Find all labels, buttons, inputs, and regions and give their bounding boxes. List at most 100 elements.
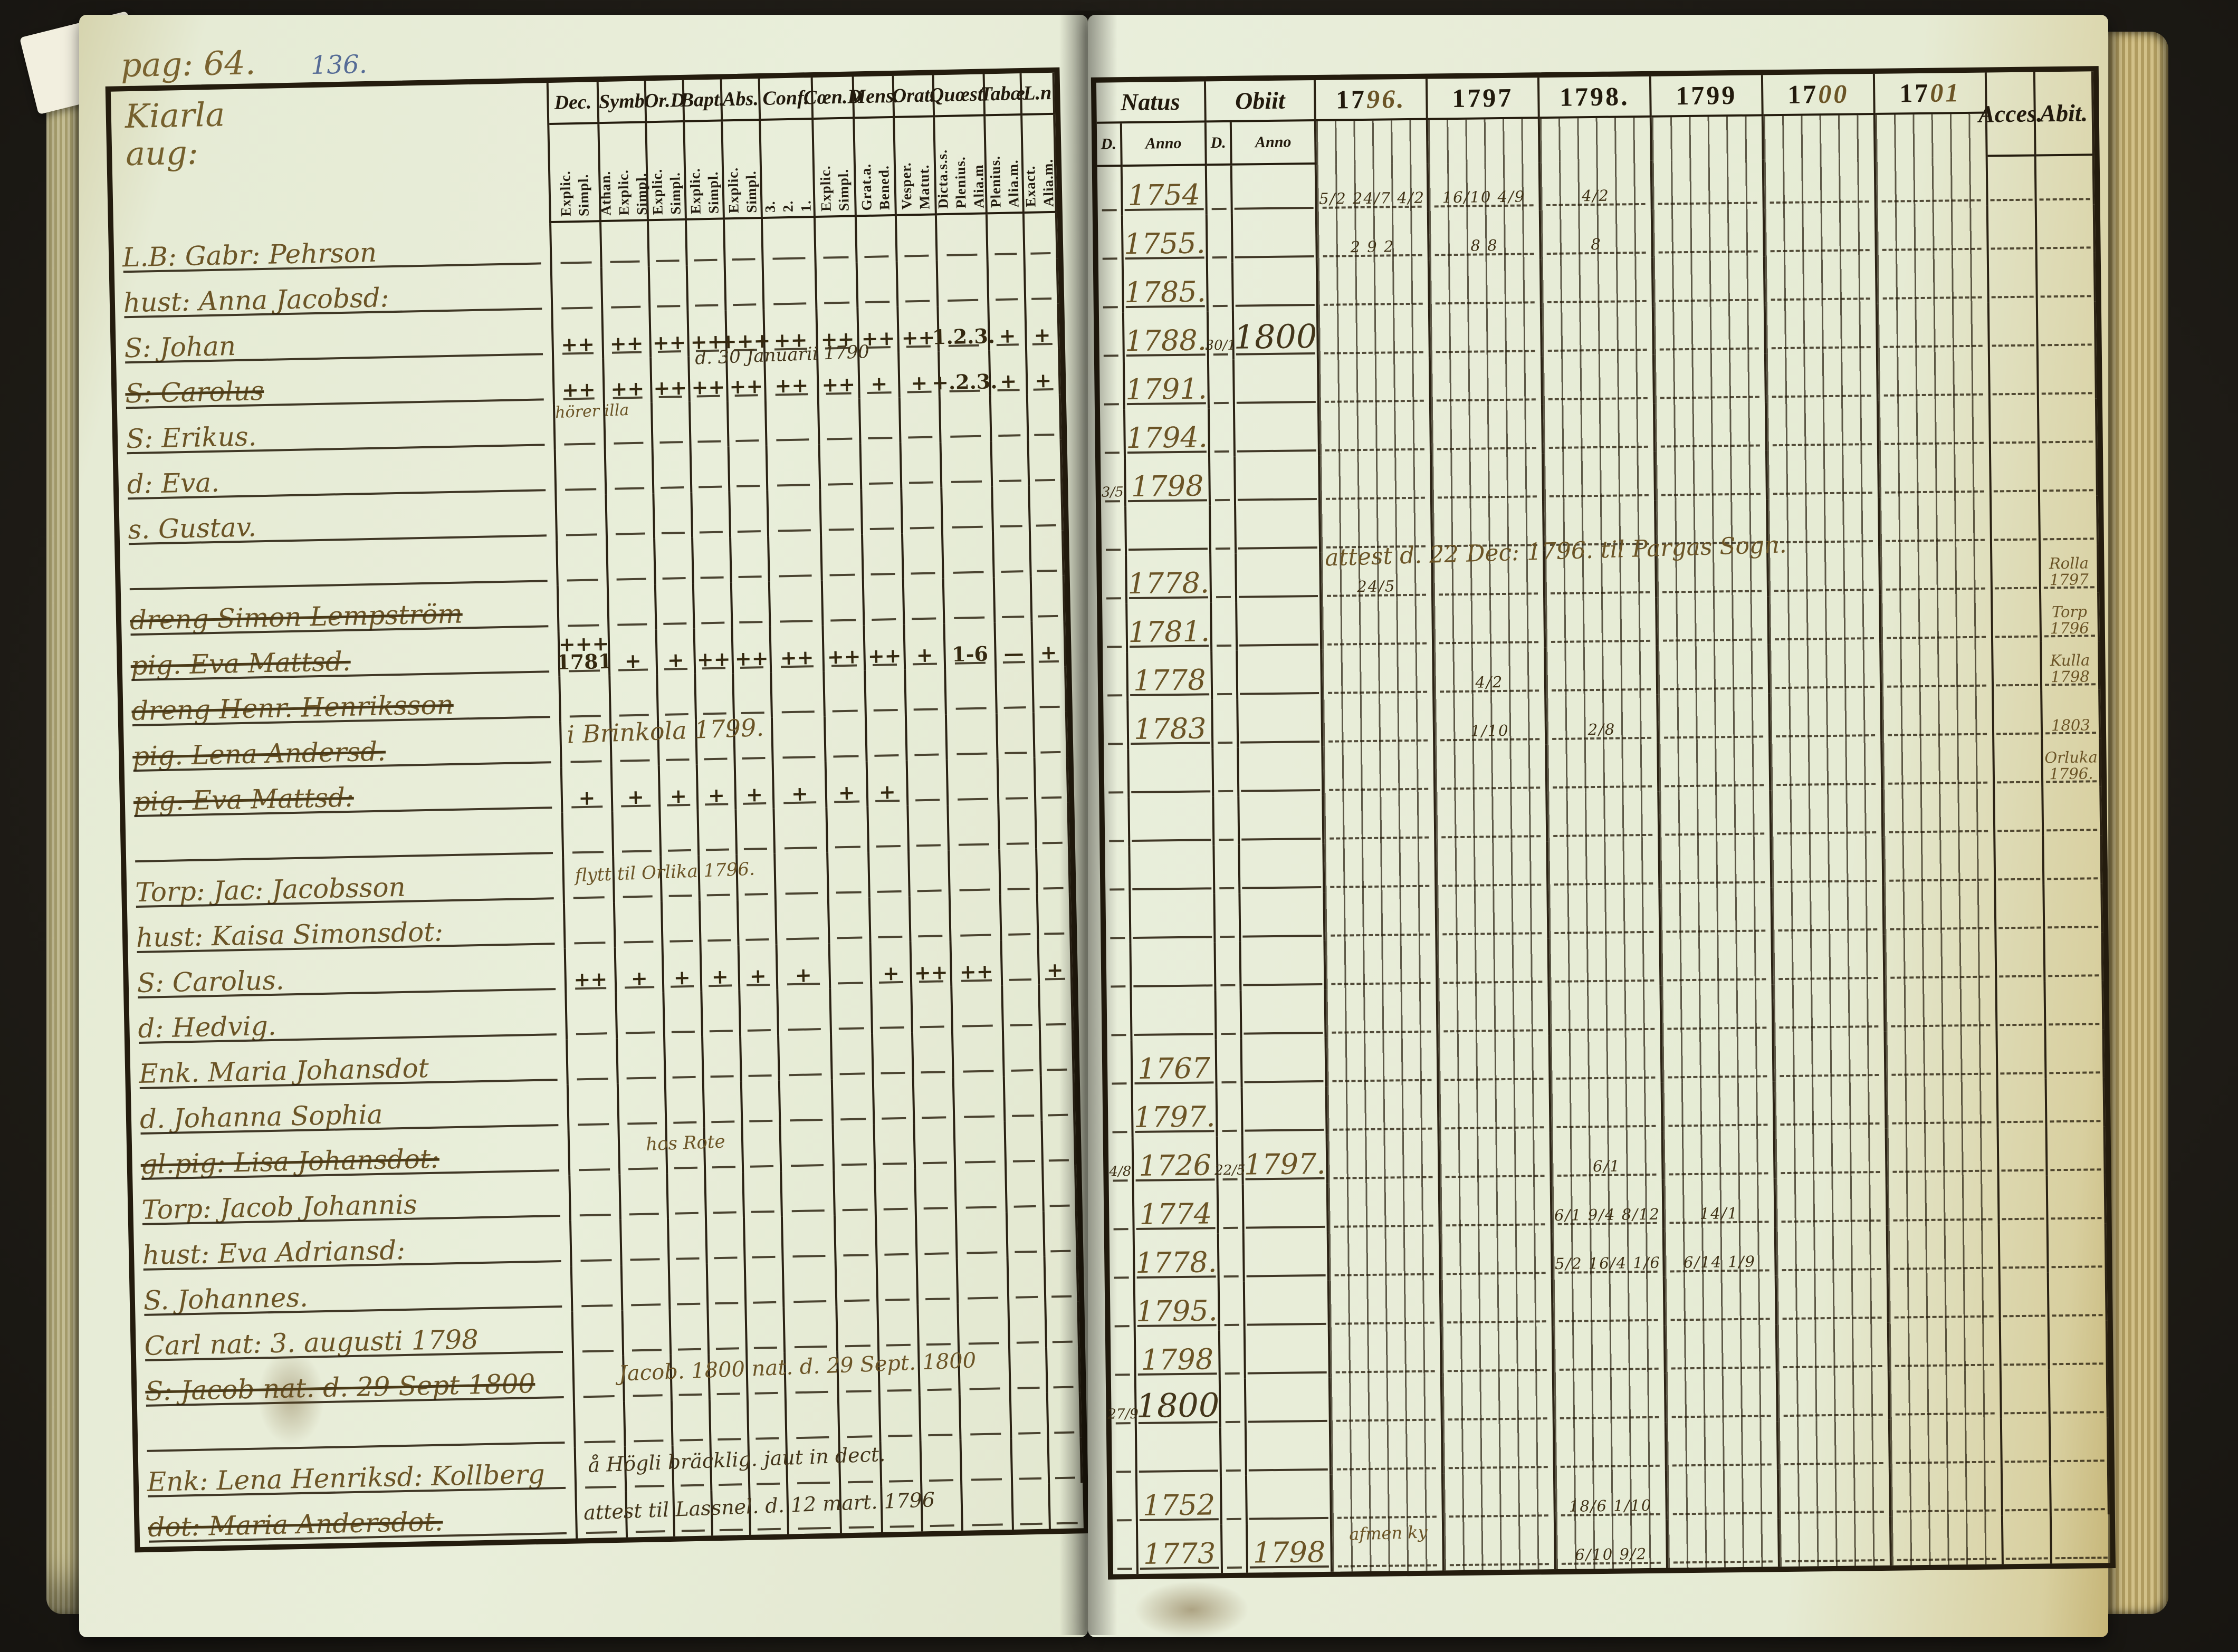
acces-cell <box>1997 981 2046 1031</box>
mark-cell <box>776 852 829 899</box>
natus-anno-cell <box>1132 991 1217 1041</box>
mark-cell <box>601 221 650 268</box>
year-cell <box>1660 839 1773 889</box>
communion-mark: + <box>745 782 763 806</box>
mark-cell <box>668 1218 708 1264</box>
mark-cell: + <box>1026 303 1060 350</box>
year-cell <box>1325 891 1438 941</box>
left-col-subheader: Exact. Alia.m. <box>1022 114 1057 214</box>
mark-cell <box>652 401 692 448</box>
mark-cell <box>690 401 730 447</box>
year-cell: 4/2 <box>1540 160 1653 211</box>
left-page-edges <box>46 37 85 1614</box>
year-cell <box>1326 988 1439 1038</box>
year-cell <box>1554 1374 1667 1424</box>
natus-anno-cell: 1778 <box>1128 651 1213 701</box>
year-cell <box>1766 352 1879 402</box>
communion-mark: 1.2.3. <box>932 323 996 349</box>
communion-mark: ++ <box>573 966 608 992</box>
mark-cell <box>839 1396 882 1443</box>
year-cell <box>1775 1128 1888 1179</box>
mark-cell <box>820 444 863 490</box>
obiit-anno-cell <box>1237 601 1323 651</box>
mark-cell <box>655 537 694 584</box>
mark-cell <box>573 1310 625 1357</box>
mark-cell <box>1007 1211 1046 1257</box>
subheader-word: 2. <box>779 200 796 213</box>
row-name-cell: S: Carolus. <box>128 948 567 1003</box>
year-cell <box>1666 1372 1778 1423</box>
year-cell <box>1667 1469 1780 1520</box>
mark-cell <box>744 1171 783 1218</box>
communion-mark: ++ <box>561 377 596 402</box>
year-header: 17 96. <box>1315 79 1428 121</box>
row-name-cell: S: Carolus <box>116 359 555 414</box>
year-cell <box>1765 303 1878 354</box>
obiit-day-cell <box>1219 1233 1245 1282</box>
mark-cell <box>702 991 742 1037</box>
mark-cell <box>880 1395 922 1442</box>
abit-cell <box>2036 204 2096 254</box>
obiit-day-cell <box>1212 602 1238 651</box>
year-cell <box>1652 208 1765 258</box>
mark-cell <box>956 1167 1008 1213</box>
mark-cell <box>1009 1302 1048 1348</box>
mark-cell <box>1001 894 1039 940</box>
communion-mark: + <box>916 642 933 667</box>
acces-cell <box>1988 205 2038 254</box>
row-name-cell <box>125 812 565 867</box>
mark-cell <box>910 850 951 897</box>
person-name: Carl nat: 3. augusti 1798 <box>144 1324 479 1361</box>
mark-cell <box>901 442 943 488</box>
year-cell <box>1323 697 1436 747</box>
obiit-day-cell <box>1221 1427 1247 1476</box>
year-cell <box>1429 259 1542 309</box>
year-cell <box>1887 1176 2000 1226</box>
year-cell <box>1885 982 1998 1032</box>
left-sheet: pag: 64. 136. Kiarla aug: Dec. Explic. Sim… <box>63 5 1104 1647</box>
obiit-day-cell <box>1213 747 1240 797</box>
mark-cell <box>914 1077 955 1123</box>
year-cell: 6/1 9/4 8/12 <box>1552 1179 1665 1230</box>
mark-cell <box>856 216 898 263</box>
mark-cell <box>904 578 945 625</box>
communion-mark: 1-6 <box>951 641 989 666</box>
year-cell <box>1652 159 1765 209</box>
mark-cell <box>1007 1166 1045 1213</box>
left-col-header: Symb <box>598 81 647 124</box>
communion-mark: ++ <box>653 375 687 400</box>
mark-cell <box>1030 485 1064 531</box>
row-name-cell: hust: Kaisa Simonsdot: <box>127 903 566 958</box>
mark-cell: + <box>609 629 658 676</box>
year-cell <box>1317 260 1430 310</box>
year-cell <box>1430 308 1543 358</box>
mark-cell <box>900 397 942 443</box>
left-col-subheader: Athan. Explic. Simpl. <box>597 123 649 223</box>
marginal-note: afmen ky <box>1348 1522 1428 1544</box>
abit-cell <box>2046 1029 2105 1079</box>
mark-cell <box>620 1173 669 1220</box>
person-name: s. Gustav. <box>127 512 257 545</box>
year-cell <box>1330 1328 1442 1378</box>
mark-cell <box>731 536 770 583</box>
mark-cell <box>1013 1483 1051 1530</box>
mark-cell <box>774 807 829 854</box>
year-cell <box>1541 257 1654 308</box>
mark-cell <box>610 675 659 721</box>
year-cell <box>1877 254 1990 304</box>
obiit-anno-cell <box>1239 746 1324 796</box>
mark-cell: ++ <box>695 628 734 674</box>
year-cell <box>1879 448 1992 498</box>
mark-cell <box>1029 439 1063 486</box>
mark-cell <box>703 1036 742 1082</box>
mark-cell <box>874 1078 915 1125</box>
mark-cell <box>724 218 764 265</box>
mark-cell <box>615 901 664 948</box>
obiit-day-cell <box>1222 1524 1249 1573</box>
mark-cell: + <box>697 764 737 810</box>
left-col-subheader: Plenius. Alia.m. <box>986 116 1025 215</box>
acces-cell <box>2001 1321 2050 1370</box>
mark-cell <box>710 1398 750 1445</box>
year-cell <box>1770 691 1883 742</box>
row-name-cell: s. Gustav. <box>119 495 558 550</box>
